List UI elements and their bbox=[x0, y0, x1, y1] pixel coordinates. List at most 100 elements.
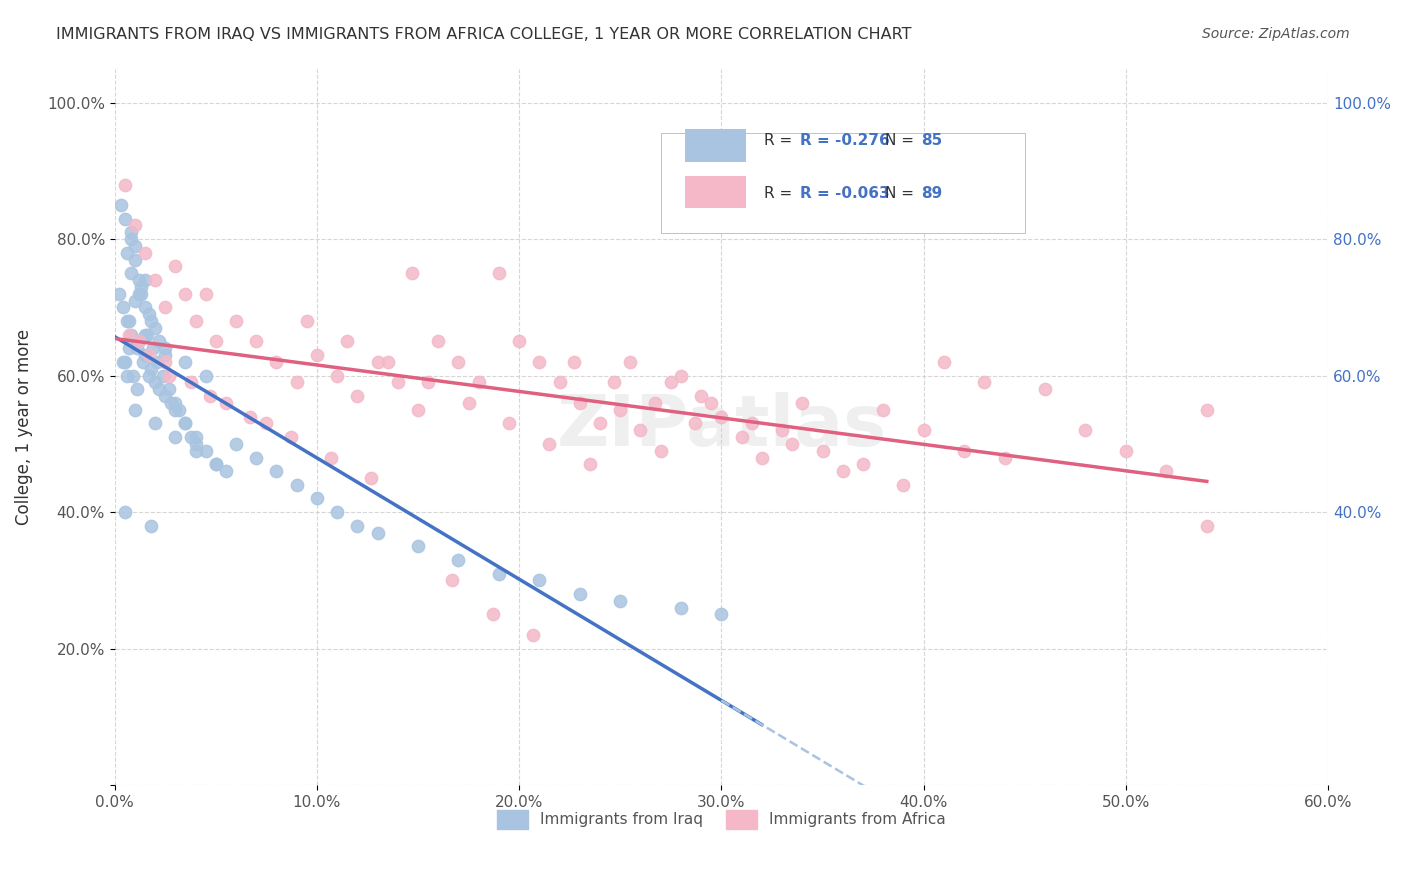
Point bbox=[266, 464, 288, 478]
Point bbox=[129, 286, 152, 301]
Point bbox=[118, 341, 141, 355]
Text: N =: N = bbox=[886, 133, 920, 148]
Point bbox=[118, 314, 141, 328]
Point bbox=[295, 314, 318, 328]
Text: IMMIGRANTS FROM IRAQ VS IMMIGRANTS FROM AFRICA COLLEGE, 1 YEAR OR MORE CORRELATI: IMMIGRANTS FROM IRAQ VS IMMIGRANTS FROM … bbox=[56, 27, 911, 42]
Point bbox=[690, 389, 713, 403]
Point bbox=[1195, 402, 1218, 417]
Point bbox=[266, 355, 288, 369]
Point bbox=[184, 443, 207, 458]
Point bbox=[165, 430, 187, 444]
Point bbox=[138, 368, 160, 383]
Point bbox=[568, 396, 591, 410]
Point bbox=[245, 334, 267, 349]
Point bbox=[305, 348, 328, 362]
Point bbox=[683, 417, 706, 431]
Point bbox=[811, 443, 834, 458]
Point bbox=[710, 409, 733, 424]
Point bbox=[700, 396, 723, 410]
Point bbox=[148, 382, 170, 396]
Point bbox=[134, 245, 156, 260]
Point bbox=[114, 505, 136, 519]
Point bbox=[488, 566, 510, 581]
Point bbox=[174, 355, 197, 369]
Legend: Immigrants from Iraq, Immigrants from Africa: Immigrants from Iraq, Immigrants from Af… bbox=[491, 804, 952, 835]
Point bbox=[134, 348, 156, 362]
Point bbox=[204, 458, 226, 472]
Point bbox=[165, 402, 187, 417]
Point bbox=[184, 314, 207, 328]
Point bbox=[174, 417, 197, 431]
Point bbox=[529, 574, 551, 588]
Point bbox=[751, 450, 773, 465]
Point bbox=[609, 594, 631, 608]
Point bbox=[872, 402, 894, 417]
Point bbox=[115, 314, 138, 328]
Point bbox=[780, 437, 803, 451]
Text: R = -0.063: R = -0.063 bbox=[800, 186, 890, 202]
Point bbox=[447, 553, 470, 567]
Text: 85: 85 bbox=[921, 133, 943, 148]
Text: R = -0.276: R = -0.276 bbox=[800, 133, 890, 148]
Point bbox=[114, 178, 136, 192]
Point bbox=[160, 396, 183, 410]
Point bbox=[741, 417, 763, 431]
Point bbox=[142, 341, 165, 355]
Point bbox=[120, 225, 142, 239]
Point bbox=[319, 450, 342, 465]
Point bbox=[115, 245, 138, 260]
Point bbox=[609, 402, 631, 417]
Point bbox=[562, 355, 585, 369]
Point bbox=[184, 437, 207, 451]
Point bbox=[138, 307, 160, 321]
FancyBboxPatch shape bbox=[685, 176, 745, 208]
Point bbox=[129, 280, 152, 294]
Point bbox=[1033, 382, 1056, 396]
Point bbox=[548, 376, 571, 390]
Point bbox=[215, 464, 238, 478]
Point bbox=[114, 211, 136, 226]
Point bbox=[457, 396, 479, 410]
Point bbox=[153, 348, 176, 362]
Point bbox=[153, 341, 176, 355]
Point bbox=[111, 355, 134, 369]
Text: N =: N = bbox=[886, 186, 920, 202]
Point bbox=[498, 417, 520, 431]
Point bbox=[669, 368, 692, 383]
Point bbox=[132, 355, 155, 369]
Point bbox=[165, 260, 187, 274]
Point bbox=[204, 458, 226, 472]
Point bbox=[387, 376, 409, 390]
Point bbox=[134, 327, 156, 342]
Point bbox=[326, 505, 349, 519]
Point bbox=[973, 376, 995, 390]
Point bbox=[770, 423, 793, 437]
Point bbox=[953, 443, 976, 458]
Point bbox=[143, 273, 166, 287]
Point bbox=[893, 478, 915, 492]
Point bbox=[136, 327, 159, 342]
Point bbox=[1115, 443, 1137, 458]
Point bbox=[441, 574, 464, 588]
Point bbox=[285, 478, 308, 492]
Point bbox=[831, 464, 853, 478]
Point bbox=[114, 355, 136, 369]
Point bbox=[120, 232, 142, 246]
Point bbox=[153, 389, 176, 403]
Point bbox=[529, 355, 551, 369]
Point bbox=[710, 607, 733, 622]
Point bbox=[245, 450, 267, 465]
Point bbox=[538, 437, 561, 451]
Point bbox=[305, 491, 328, 506]
Point bbox=[169, 402, 191, 417]
Point bbox=[194, 286, 217, 301]
Point bbox=[1156, 464, 1178, 478]
Point bbox=[204, 334, 226, 349]
Y-axis label: College, 1 year or more: College, 1 year or more bbox=[15, 329, 32, 524]
Text: 89: 89 bbox=[921, 186, 943, 202]
Point bbox=[644, 396, 666, 410]
Point bbox=[139, 314, 162, 328]
Point bbox=[124, 252, 146, 267]
Point bbox=[659, 376, 682, 390]
Point bbox=[239, 409, 262, 424]
